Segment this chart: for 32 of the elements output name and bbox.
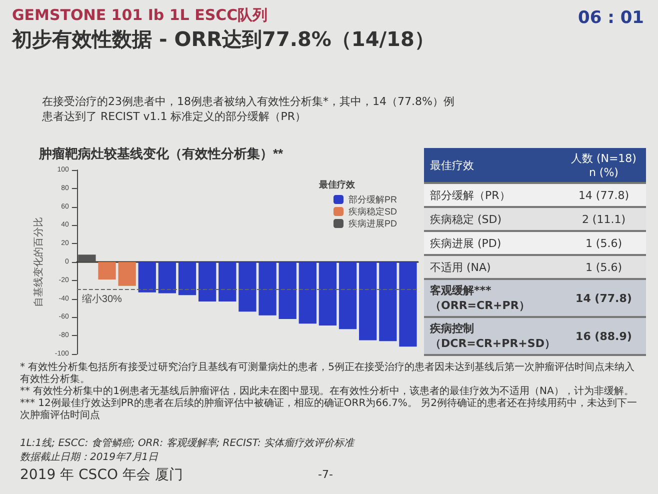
text: 1L:1线; ESCC: 食管鳞癌; ORR: 客观缓解率; RECIST: 实体瘤疗效评价标准 (20, 436, 354, 450)
text: 2 (11.1) (561, 207, 646, 231)
text: 客观缓解***（ORR=CR+PR） (424, 279, 562, 317)
text: 1 (5.6) (561, 231, 646, 255)
legend-label: 疾病进展PD (348, 218, 398, 228)
chart-title: 肿瘤靶病灶较基线变化（有效性分析集）** (38, 146, 284, 161)
legend-title: 最佳疗效 (318, 180, 356, 190)
text: 在接受治疗的23例患者中，18例患者被纳入有效性分析集*，其中，14（77.8%）例患者达到了 RECIST v1.1 标准定义的部分缓解（PR） (42, 94, 456, 124)
text: 1 (5.6) (561, 255, 646, 279)
text: ** 有效性分析集中的1例患者无基线后肿瘤评估，因此未在图中显现。在有效性分析中，该患者的最佳疗效为不适用（NA），计为非缓解。 (20, 386, 635, 398)
ref-line-label: 缩小30% (82, 293, 122, 306)
text: * 有效性分析集包括所有接受过研究治疗且基线有可测量病灶的患者，5例正在接受治疗的患者因未达到基线后第一次肿瘤评估时间点未纳入有效性分析集。 (20, 362, 636, 386)
text: 初步有效性数据 - ORR达到77.8%（14/18） (12, 26, 434, 53)
text: 部分缓解（PR） (424, 183, 562, 207)
text: 最佳疗效 (424, 148, 562, 183)
text: 14 (77.8) (561, 279, 646, 317)
text: 疾病稳定 (SD) (424, 207, 562, 231)
text: 16 (88.9) (561, 317, 646, 355)
text: 人数 (N=18) n (%) (561, 148, 646, 183)
text: 疾病控制（DCR=CR+PR+SD） (424, 317, 562, 355)
legend-label: 部分缓解PR (348, 194, 398, 204)
text: 不适用 (NA) (424, 255, 562, 279)
text: GEMSTONE 101 Ib 1L ESCC队列 (12, 6, 268, 25)
text: *** 12例最佳疗效达到PR的患者在后续的肿瘤评估中被确证，相应的确证ORR为66.7%。 另2例待确证的患者还在持续用药中，未达到下一次肿瘤评估时间点 (20, 398, 638, 422)
text: 2019 年 CSCO 年会 厦门 (20, 466, 183, 484)
legend-label: 疾病稳定SD (348, 206, 398, 216)
text: -7- (318, 468, 333, 481)
text: 06 : 01 (578, 8, 644, 28)
y-axis-title: 自基线变化的百分比 (32, 217, 44, 307)
text: 疾病进展 (PD) (424, 231, 562, 255)
text: 14 (77.8) (561, 183, 646, 207)
text: 数据截止日期：2019年7月1日 (20, 450, 158, 464)
